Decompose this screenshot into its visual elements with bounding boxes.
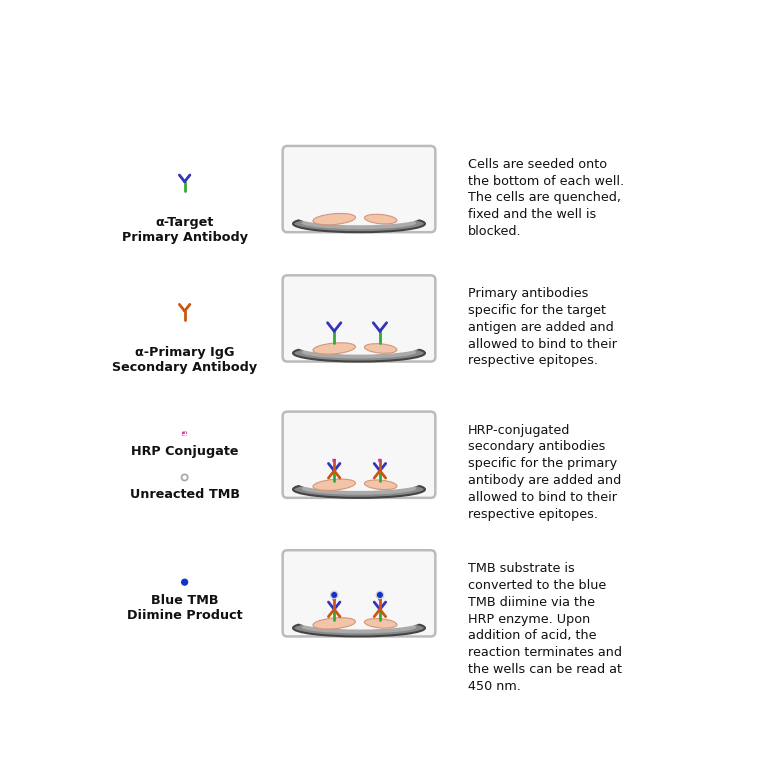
- Ellipse shape: [364, 214, 397, 224]
- Ellipse shape: [297, 339, 421, 354]
- Ellipse shape: [293, 345, 425, 361]
- Text: Primary antibodies
specific for the target
antigen are added and
allowed to bind: Primary antibodies specific for the targ…: [468, 287, 617, 367]
- Text: α-Target
Primary Antibody: α-Target Primary Antibody: [121, 216, 248, 244]
- Ellipse shape: [297, 210, 421, 225]
- Text: Blue TMB
Diimine Product: Blue TMB Diimine Product: [127, 594, 242, 623]
- FancyBboxPatch shape: [283, 275, 435, 361]
- Ellipse shape: [302, 346, 416, 358]
- Ellipse shape: [297, 614, 421, 630]
- Circle shape: [377, 593, 382, 597]
- Ellipse shape: [313, 617, 355, 629]
- Text: α-Primary IgG
Secondary Antibody: α-Primary IgG Secondary Antibody: [112, 346, 257, 374]
- Ellipse shape: [364, 619, 397, 628]
- FancyBboxPatch shape: [378, 459, 382, 461]
- FancyBboxPatch shape: [182, 432, 187, 435]
- Text: TMB substrate is
converted to the blue
TMB diimine via the
HRP enzyme. Upon
addi: TMB substrate is converted to the blue T…: [468, 562, 621, 693]
- FancyBboxPatch shape: [378, 597, 382, 601]
- Ellipse shape: [302, 482, 416, 495]
- Text: HRP Conjugate: HRP Conjugate: [131, 445, 238, 458]
- Ellipse shape: [364, 480, 397, 490]
- Ellipse shape: [313, 213, 355, 225]
- FancyBboxPatch shape: [283, 550, 435, 636]
- Text: Cells are seeded onto
the bottom of each well.
The cells are quenched,
fixed and: Cells are seeded onto the bottom of each…: [468, 158, 623, 238]
- Circle shape: [182, 579, 188, 585]
- FancyBboxPatch shape: [283, 146, 435, 232]
- FancyBboxPatch shape: [332, 597, 336, 601]
- Text: HRP-conjugated
secondary antibodies
specific for the primary
antibody are added : HRP-conjugated secondary antibodies spec…: [468, 423, 620, 520]
- Ellipse shape: [302, 217, 416, 229]
- Circle shape: [332, 593, 336, 597]
- Ellipse shape: [364, 344, 397, 353]
- Ellipse shape: [293, 481, 425, 498]
- FancyBboxPatch shape: [332, 459, 336, 461]
- Ellipse shape: [293, 620, 425, 636]
- FancyBboxPatch shape: [283, 412, 435, 498]
- Text: Unreacted TMB: Unreacted TMB: [130, 488, 240, 501]
- Ellipse shape: [313, 479, 355, 490]
- Ellipse shape: [293, 215, 425, 232]
- Ellipse shape: [297, 475, 421, 491]
- Ellipse shape: [313, 343, 355, 354]
- Ellipse shape: [302, 621, 416, 633]
